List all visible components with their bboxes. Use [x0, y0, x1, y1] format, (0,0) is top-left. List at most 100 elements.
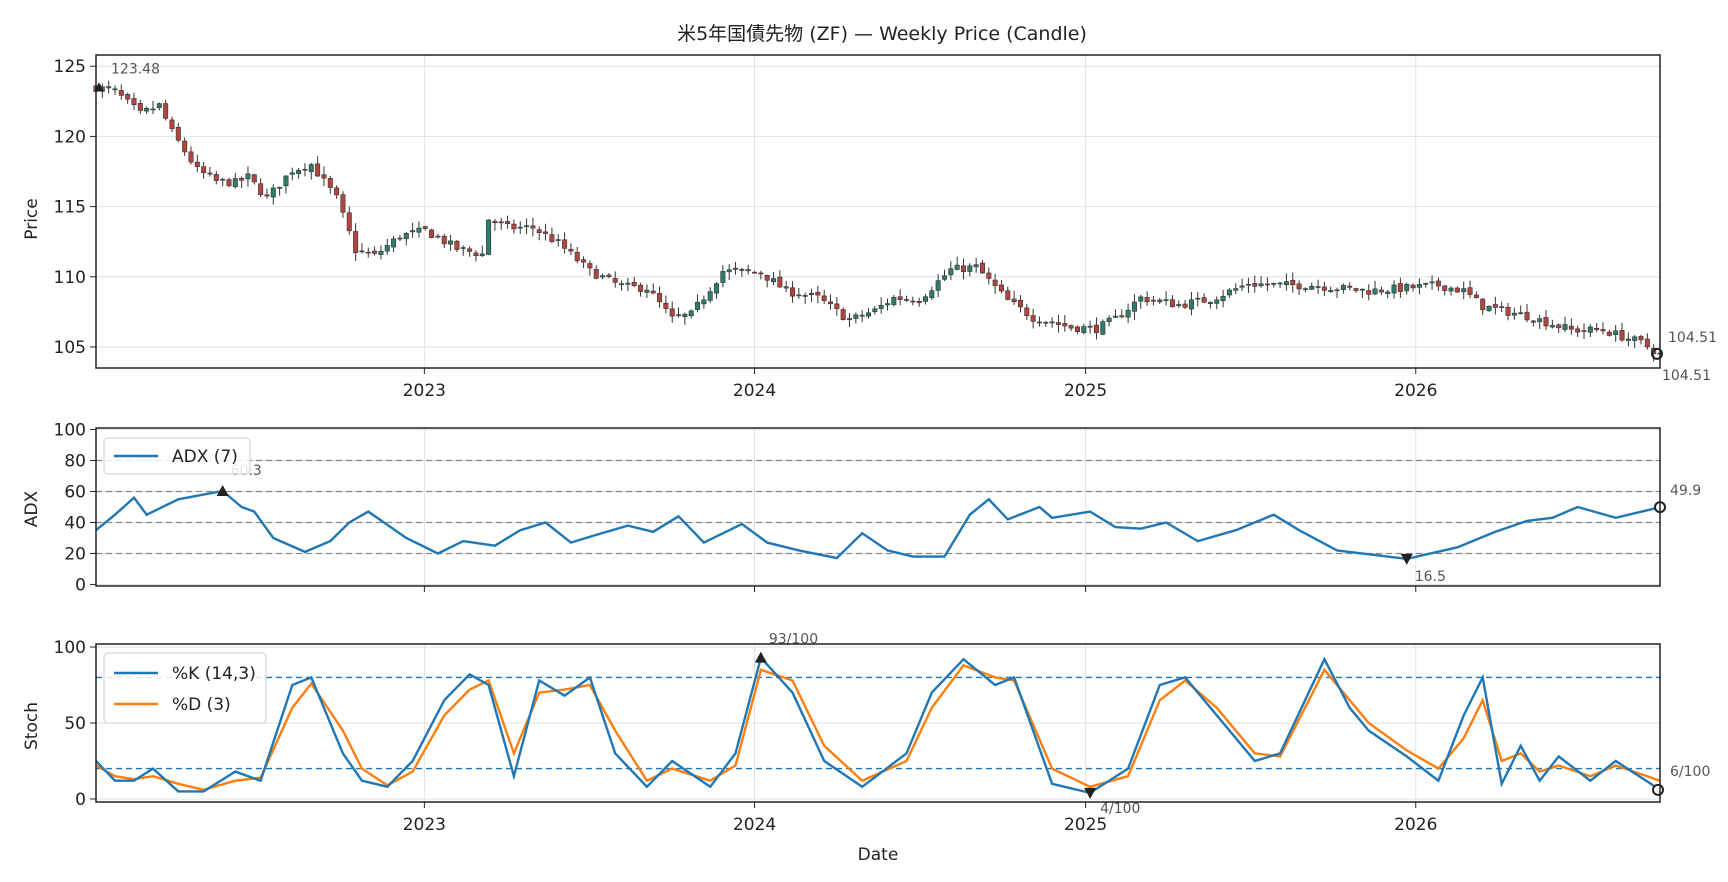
candle-body [992, 279, 998, 286]
adx-reference-lines [96, 459, 1660, 555]
stoch-y-ticks: 0 50 100 [54, 638, 1417, 810]
candle [695, 294, 701, 313]
price-last-annotation: 104.51 [1668, 330, 1717, 346]
adx-y-ticks: 0 20 40 60 80 100 [54, 421, 1417, 595]
candle-body [1467, 287, 1473, 295]
candle [1150, 295, 1156, 306]
adx-ytick-label: 100 [54, 421, 86, 441]
candle-body [1448, 287, 1454, 292]
candle [752, 270, 758, 274]
price-panel: 105 110 115 120 125 2023 2024 2025 2026 Price 1… [22, 54, 1717, 401]
candle-body [1587, 326, 1593, 333]
stoch-y-label: Stoch [22, 702, 42, 750]
candle [1499, 301, 1505, 313]
candle-body [1068, 325, 1074, 329]
candle [1112, 309, 1118, 319]
candle-body [1207, 302, 1213, 304]
candle-body [251, 174, 257, 183]
candle-body [353, 231, 359, 253]
candle-body [979, 262, 985, 274]
candle [511, 219, 517, 234]
stoch-legend-d-label: %D (3) [172, 695, 231, 715]
stoch-grid [96, 644, 1660, 802]
candle [251, 173, 257, 185]
candle [1581, 323, 1587, 339]
candle-body [688, 310, 694, 317]
candle [897, 289, 903, 306]
candle-body [429, 229, 435, 238]
candle-body [910, 300, 916, 303]
candle [213, 171, 219, 185]
candle [587, 260, 593, 276]
candle-body [1157, 299, 1163, 303]
candle [517, 221, 523, 234]
candle-body [777, 276, 783, 288]
candle [353, 223, 359, 262]
candle-body [960, 265, 966, 272]
candle-body [194, 161, 200, 167]
candle [758, 270, 764, 280]
candle-body [277, 187, 283, 189]
candle-body [631, 281, 637, 286]
candle [454, 240, 460, 253]
candle [144, 106, 150, 115]
candle-body [847, 318, 853, 320]
candle [1315, 279, 1321, 294]
candle [1410, 283, 1416, 292]
candle [1093, 317, 1099, 340]
candle-body [1499, 306, 1505, 308]
candle-body [118, 90, 124, 96]
candle-body [131, 98, 137, 106]
candle [859, 310, 865, 323]
candle-body [239, 177, 245, 181]
candle-body [378, 250, 384, 255]
candle-body [1081, 326, 1087, 333]
candle [1461, 281, 1467, 300]
candle-body [511, 223, 517, 230]
candle [1049, 317, 1055, 328]
candle-body [1480, 298, 1486, 311]
candle [979, 259, 985, 274]
candle [998, 279, 1004, 294]
candle-body [1492, 304, 1498, 308]
candle-body [473, 252, 479, 256]
candle-body [1581, 330, 1587, 332]
candle [1017, 295, 1023, 313]
candle-body [1277, 282, 1283, 285]
candle [960, 258, 966, 280]
candle-body [802, 295, 808, 297]
candle [1100, 319, 1106, 336]
candle [1131, 294, 1137, 320]
candle-body [1613, 330, 1619, 335]
candle [289, 167, 295, 181]
candle [1391, 280, 1397, 299]
candle [1302, 287, 1308, 293]
candle-body [334, 187, 340, 196]
candle-body [878, 304, 884, 309]
stoch-ytick-label: 0 [75, 790, 86, 810]
candle-body [156, 103, 162, 108]
candle [1068, 324, 1074, 332]
stoch-x-ticks: 2023 2024 2025 2026 [403, 815, 1438, 835]
candle [125, 92, 131, 104]
adx-frame [95, 427, 1661, 587]
candle [1157, 297, 1163, 304]
candle-body [302, 168, 308, 171]
candle-body [315, 163, 321, 177]
candle [220, 177, 226, 187]
candle [1644, 333, 1650, 350]
candle [346, 206, 352, 235]
candle-body [270, 187, 276, 198]
candle-body [752, 271, 758, 274]
candle-body [403, 233, 409, 240]
candle [270, 184, 276, 205]
candle [1511, 307, 1517, 320]
candle [884, 298, 890, 311]
candle [1207, 301, 1213, 309]
candle [1613, 325, 1619, 342]
candle-body [549, 234, 555, 242]
candle [315, 156, 321, 177]
candle-body [1638, 336, 1644, 341]
stoch-ytick-label: 50 [64, 714, 86, 734]
